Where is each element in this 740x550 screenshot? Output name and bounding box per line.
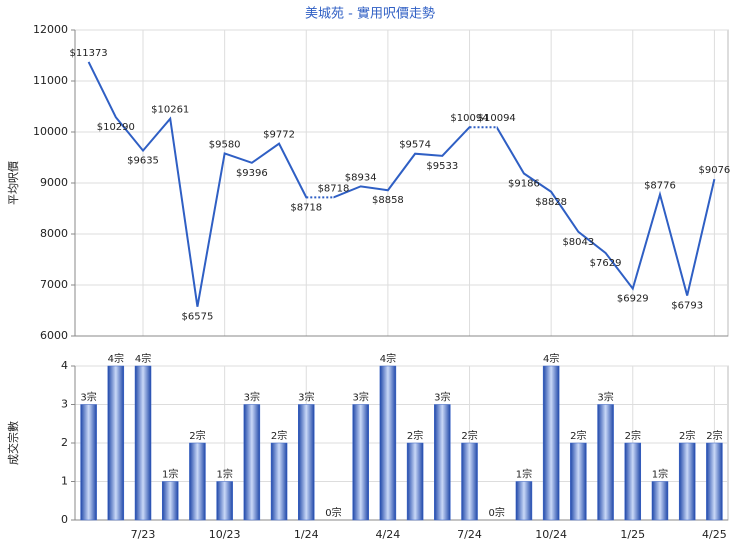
data-label: $6575 [182,312,214,323]
data-label: 4宗 [543,352,559,365]
y-tick-label: 4 [61,359,68,372]
data-label: $8043 [562,237,594,248]
data-label: 2宗 [407,429,423,442]
data-label: $8858 [372,195,404,206]
line [87,61,716,307]
bar [597,404,614,521]
bar [189,442,206,521]
data-label: 2宗 [461,429,477,442]
data-label: 0宗 [325,506,341,519]
bar [542,365,560,521]
y-tick-label: 6000 [40,329,68,342]
data-label: 3宗 [353,391,369,404]
bar [651,481,669,521]
y-axis-label: 平均呎價 [6,161,20,205]
data-label: $10094 [450,113,488,124]
y-tick-label: 1 [61,475,68,488]
data-label: $6793 [671,301,703,312]
data-label: $9076 [698,165,730,176]
data-label: $8718 [318,183,350,194]
data-label: 2宗 [679,429,695,442]
data-label: 2宗 [625,429,641,442]
data-label: 2宗 [706,429,722,442]
data-label: 3宗 [244,391,260,404]
data-label: 2宗 [271,429,287,442]
bar [80,404,97,521]
x-tick-label: 7/24 [457,528,482,541]
y-tick-label: 7000 [40,278,68,291]
y-tick-label: 12000 [33,23,68,36]
data-label: $10261 [151,105,189,116]
data-label: $8934 [345,172,377,183]
y-tick-label: 8000 [40,227,68,240]
data-label: 3宗 [298,391,314,404]
bar [678,442,696,521]
data-label: $10094 [478,113,516,124]
y-tick-label: 9000 [40,176,68,189]
bar [379,365,397,521]
bar [515,481,533,521]
x-tick-label: 4/25 [702,528,727,541]
chart-title: 美城苑 - 實用呎價走勢 [305,6,435,22]
y-tick-label: 10000 [33,125,68,138]
data-label: $9580 [209,139,241,150]
bar [107,365,125,521]
bar [434,404,451,521]
bar [624,442,642,521]
data-label: $9533 [426,161,458,172]
bar [706,442,723,521]
x-tick-label: 1/25 [620,528,645,541]
data-label: 3宗 [80,391,96,404]
data-label: $6929 [617,294,649,305]
bar [570,442,587,521]
y-axis-label: 成交宗數 [6,421,20,465]
y-tick-label: 11000 [33,74,68,87]
data-label: 2宗 [570,429,586,442]
x-tick-label: 10/23 [209,528,241,541]
data-label: 2宗 [189,429,205,442]
y-tick-label: 0 [61,513,68,526]
data-label: 1宗 [162,468,178,481]
bar [243,404,261,521]
x-tick-label: 1/24 [294,528,319,541]
data-label: 3宗 [434,391,450,404]
data-label: $8718 [290,202,322,213]
data-label: $7629 [590,258,622,269]
x-tick-label: 4/24 [376,528,401,541]
bar [461,442,478,521]
data-label: 4宗 [135,352,151,365]
data-label: $10290 [97,122,135,133]
y-tick-label: 3 [61,398,68,411]
data-label: $9772 [263,130,295,141]
bar [134,365,152,521]
data-label: $8828 [535,197,567,208]
data-label: 0宗 [489,506,505,519]
y-tick-label: 2 [61,436,68,449]
x-tick-label: 10/24 [535,528,567,541]
bar [406,442,424,521]
data-label: 1宗 [216,468,232,481]
data-label: $9396 [236,168,268,179]
data-label: $9574 [399,140,431,151]
data-label: 4宗 [108,352,124,365]
bar [161,481,179,521]
data-label: 4宗 [380,352,396,365]
data-label: $9186 [508,179,540,190]
data-label: $8776 [644,180,676,191]
bar [352,404,369,521]
data-label: 3宗 [597,391,613,404]
bar [270,442,288,521]
data-label: $11373 [70,48,108,59]
data-label: $9635 [127,156,159,167]
x-tick-label: 7/23 [131,528,156,541]
data-label: 1宗 [516,468,532,481]
bar [216,481,233,521]
bar [298,404,315,521]
data-label: 1宗 [652,468,668,481]
